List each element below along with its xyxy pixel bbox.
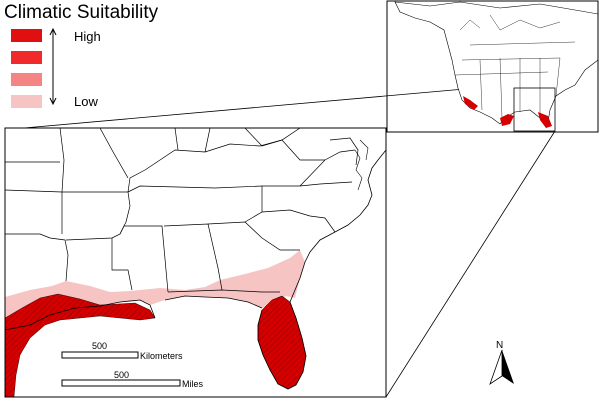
inset-state-lines: [454, 14, 576, 119]
legend-swatch-2: [11, 51, 42, 64]
high-suitability-florida-hatch: [258, 296, 306, 389]
inset-map: [394, 1, 598, 132]
inset-extent-box: [513, 87, 556, 132]
coastline: [5, 149, 386, 390]
inset-map-frame: [386, 0, 599, 133]
north-america-outline: [394, 1, 598, 125]
legend-swatch-4: [11, 95, 42, 108]
low-suitability-zone: [5, 250, 305, 330]
scale-km-value: 500: [92, 341, 108, 351]
scale-mi-unit: Miles: [182, 379, 204, 389]
legend-arrow-down-icon: [49, 97, 57, 106]
scale-bar-miles: [61, 379, 181, 387]
scale-mi-value: 500: [114, 370, 130, 380]
north-arrow-label: N: [496, 340, 504, 351]
chesapeake-bay: [354, 139, 369, 191]
leader-line-bottom: [385, 130, 556, 398]
leader-line-top: [23, 87, 477, 129]
legend-swatch-3: [11, 73, 42, 86]
inset-high-california: [463, 96, 478, 110]
legend-low-label: Low: [74, 94, 98, 109]
inset-high-florida: [538, 112, 552, 128]
main-map-frame: [4, 127, 387, 398]
legend-swatch-1: [11, 29, 42, 42]
legend-title: Climatic Suitability: [4, 2, 159, 23]
high-suitability-gulf-coast-hatch: [5, 294, 155, 397]
scale-bar-km: [61, 351, 139, 359]
main-map: [5, 128, 386, 397]
state-boundaries: [5, 128, 359, 293]
scale-km-unit: Kilometers: [140, 351, 183, 361]
legend-high-label: High: [74, 29, 101, 44]
legend-arrow-up-icon: [49, 27, 57, 36]
inset-high-gulf-texas: [500, 114, 514, 126]
